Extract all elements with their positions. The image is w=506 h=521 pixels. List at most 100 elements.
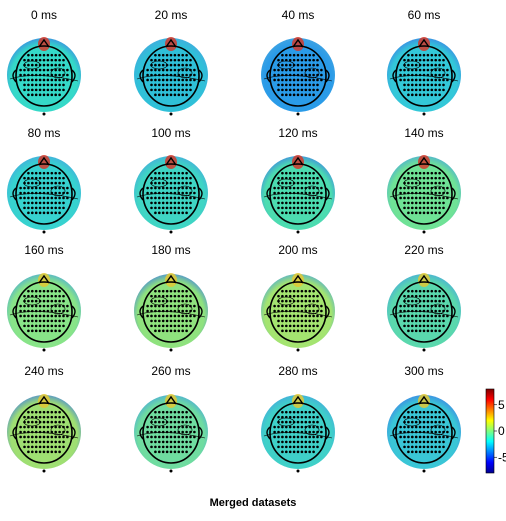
- electrode-dot: [426, 63, 430, 67]
- electrode-dot: [308, 83, 312, 87]
- electrode-dot: [54, 415, 57, 419]
- electrode-dot: [316, 445, 319, 449]
- panel-label: 20 ms: [155, 8, 188, 22]
- electrode-dot: [300, 93, 304, 97]
- electrode-dot: [422, 445, 426, 449]
- electrode-dot: [296, 83, 300, 87]
- electrode-dot: [158, 435, 161, 439]
- electrode-dot: [185, 83, 188, 87]
- electrode-dot: [434, 176, 438, 180]
- electrode-dot: [146, 430, 149, 434]
- electrode-set: [399, 53, 449, 97]
- electrode-dot: [285, 181, 288, 185]
- electrode-dot: [181, 73, 184, 77]
- electrode-dot: [434, 211, 438, 215]
- electrode-dot: [27, 435, 30, 439]
- electrode-dot: [407, 171, 410, 175]
- electrode-dot: [418, 314, 422, 318]
- electrode-dot: [62, 88, 65, 92]
- electrode-dot: [19, 186, 22, 190]
- electrode-dot: [54, 196, 57, 200]
- electrode-dot: [42, 314, 46, 318]
- electrode-dot: [320, 78, 323, 82]
- electrode-set: [273, 53, 323, 97]
- electrode-dot: [281, 420, 284, 424]
- electrode-dot: [316, 304, 319, 308]
- electrode-dot: [304, 211, 308, 215]
- electrode-dot: [292, 83, 296, 87]
- electrode-dot: [434, 53, 438, 57]
- electrode-dot: [434, 186, 438, 190]
- electrode-dot: [185, 63, 188, 67]
- electrode-dot: [62, 176, 65, 180]
- electrode-dot: [403, 435, 406, 439]
- electrode-dot: [54, 425, 57, 429]
- electrode-dot: [42, 93, 46, 97]
- electrode-dot: [173, 314, 177, 318]
- electrode-dot: [31, 329, 34, 333]
- electrode-dot: [177, 299, 181, 303]
- electrode-dot: [27, 58, 30, 62]
- electrode-dot: [193, 430, 196, 434]
- electrode-dot: [50, 415, 54, 419]
- electrode-dot: [300, 445, 304, 449]
- electrode-dot: [292, 430, 296, 434]
- electrode-dot: [42, 63, 46, 67]
- electrode-dot: [50, 53, 54, 57]
- electrode-dot: [422, 171, 426, 175]
- electrode-dot: [296, 181, 300, 185]
- electrode-dot: [169, 230, 173, 234]
- electrode-dot: [422, 348, 426, 352]
- electrode-dot: [185, 58, 188, 62]
- electrode-dot: [414, 440, 418, 444]
- electrode-dot: [411, 53, 414, 57]
- electrode-dot: [169, 186, 173, 190]
- electrode-dot: [158, 450, 161, 454]
- electrode-dot: [34, 304, 38, 308]
- electrode-dot: [27, 299, 30, 303]
- electrode-dot: [407, 186, 410, 190]
- electrode-dot: [422, 186, 426, 190]
- electrode-dot: [161, 63, 165, 67]
- electrode-dot: [288, 186, 292, 190]
- electrode-dot: [23, 73, 26, 77]
- electrode-dot: [46, 181, 50, 185]
- electrode-dot: [150, 68, 153, 72]
- electrode-dot: [50, 181, 54, 185]
- panel-label: 40 ms: [282, 8, 315, 22]
- electrode-dot: [277, 314, 280, 318]
- electrode-dot: [304, 304, 308, 308]
- electrode-dot: [165, 289, 169, 293]
- electrode-dot: [185, 171, 188, 175]
- electrode-dot: [169, 304, 173, 308]
- electrode-dot: [161, 445, 165, 449]
- electrode-dot: [169, 83, 173, 87]
- electrode-dot: [308, 201, 312, 205]
- electrode-dot: [23, 435, 26, 439]
- electrode-dot: [285, 83, 288, 87]
- electrode-dot: [304, 206, 308, 210]
- electrode-dot: [177, 329, 181, 333]
- nose-marker: [165, 274, 177, 284]
- electrode-dot: [277, 196, 280, 200]
- electrode-dot: [42, 181, 46, 185]
- electrode-dot: [277, 176, 280, 180]
- electrode-dot: [312, 430, 315, 434]
- electrode-dot: [54, 93, 57, 97]
- electrode-dot: [50, 186, 54, 190]
- figure-title: Merged datasets: [209, 497, 297, 509]
- electrode-dot: [42, 430, 46, 434]
- electrode-dot: [288, 329, 292, 333]
- electrode-dot: [304, 309, 308, 313]
- electrode-dot: [173, 176, 177, 180]
- electrode-dot: [185, 186, 188, 190]
- electrode-dot: [161, 93, 165, 97]
- electrode-dot: [403, 83, 406, 87]
- electrode-dot: [54, 304, 57, 308]
- electrode-dot: [422, 112, 426, 116]
- electrode-dot: [434, 196, 438, 200]
- electrode-dot: [158, 58, 161, 62]
- electrode-dot: [38, 93, 42, 97]
- panel-label: 280 ms: [278, 364, 317, 378]
- electrode-dot: [292, 181, 296, 185]
